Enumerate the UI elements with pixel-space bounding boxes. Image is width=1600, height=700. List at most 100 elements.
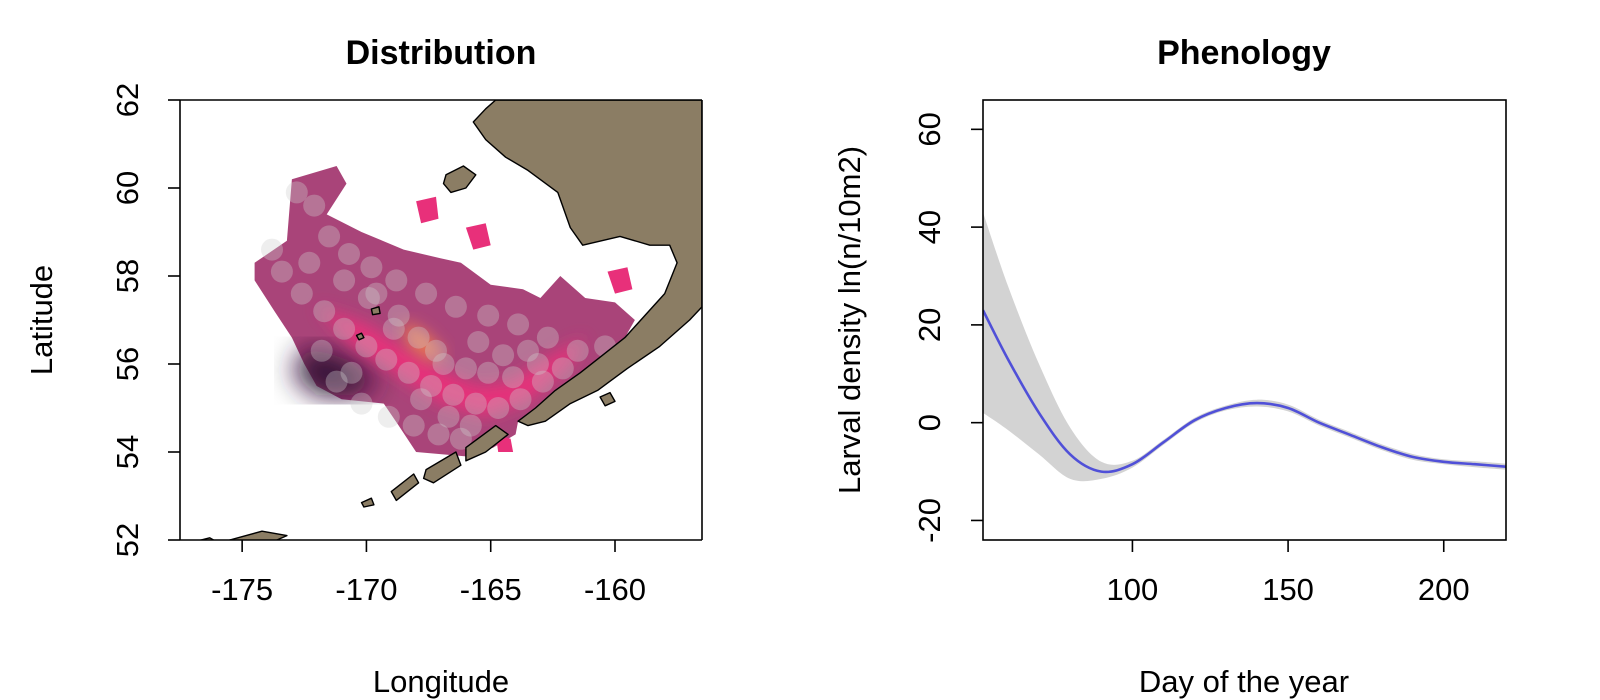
sample-point — [270, 260, 293, 283]
sample-point — [377, 405, 400, 428]
land-unimak-and-aleutians-east — [465, 424, 509, 462]
sample-point — [566, 339, 589, 362]
sample-point — [551, 357, 574, 380]
sample-point — [536, 326, 559, 349]
sample-point — [385, 269, 408, 292]
sample-point — [437, 405, 460, 428]
sample-point — [502, 366, 525, 389]
density-hotspot — [401, 320, 446, 362]
sample-point — [427, 423, 450, 446]
x-tick-label: 200 — [1418, 572, 1470, 607]
sample-point — [382, 317, 405, 340]
sample-point — [449, 427, 472, 450]
sample-point — [310, 339, 333, 362]
sample-point — [492, 344, 515, 367]
distribution-title: Distribution — [346, 34, 537, 72]
sample-point — [340, 361, 363, 384]
distribution-panel: Distribution -175 -170 -165 -160 52 54 56 58 60… — [24, 34, 703, 699]
sample-point — [454, 357, 477, 380]
x-tick-label: -175 — [211, 572, 273, 607]
land-unalaska-island — [422, 451, 462, 484]
sample-point — [459, 414, 482, 437]
y-tick-label: 40 — [912, 210, 947, 244]
y-tick-label: 56 — [110, 347, 145, 381]
sample-point — [432, 353, 455, 375]
sample-point — [477, 304, 500, 327]
y-tick-label: 0 — [912, 414, 947, 431]
sample-point — [338, 243, 360, 265]
sample-point — [397, 361, 420, 384]
sample-point — [318, 225, 341, 248]
sample-point — [303, 194, 326, 217]
land-central-aleutians — [229, 530, 288, 540]
phenology-title: Phenology — [1157, 34, 1331, 72]
y-tick-label: 60 — [912, 112, 947, 146]
sample-point — [365, 282, 388, 305]
sample-point — [526, 353, 549, 375]
sample-point — [420, 375, 443, 397]
sample-point — [407, 326, 430, 349]
sample-point — [325, 370, 348, 393]
sample-point — [507, 313, 530, 336]
sample-point — [261, 238, 283, 261]
y-tick-label: 58 — [110, 259, 145, 293]
sample-point — [425, 339, 447, 362]
sample-point — [467, 331, 490, 353]
x-tick-label: -160 — [584, 572, 646, 607]
phenology-x-axis-label: Day of the year — [1139, 664, 1349, 699]
density-patch-north — [416, 196, 439, 224]
density-patch-bristol — [607, 267, 633, 294]
sample-point — [333, 269, 356, 292]
x-tick-label: -165 — [460, 572, 522, 607]
sample-point — [402, 414, 425, 437]
sample-point — [442, 383, 465, 406]
x-tick-label: 100 — [1107, 572, 1159, 607]
sample-point — [477, 361, 500, 384]
density-low-patch — [291, 346, 382, 395]
sample-point — [350, 392, 373, 415]
distribution-y-axis-label: Latitude — [24, 265, 59, 375]
y-tick-label: 20 — [912, 308, 947, 342]
phenology-frame — [982, 99, 1507, 541]
sample-point — [464, 392, 487, 415]
y-tick-label: 60 — [110, 171, 145, 205]
sample-point — [410, 388, 433, 411]
land-nunivak-island — [442, 165, 477, 194]
sample-point — [444, 295, 467, 318]
x-tick-label: 150 — [1262, 572, 1314, 607]
sample-point — [360, 256, 383, 279]
sample-point — [531, 370, 554, 393]
sample-point — [298, 251, 321, 274]
sample-point — [487, 397, 510, 419]
sample-point — [387, 304, 410, 327]
land-pribilof-island — [370, 306, 381, 316]
land-islands-of-four-mountains — [360, 497, 375, 508]
density-patch-north-east — [465, 223, 491, 250]
sample-point — [509, 388, 532, 411]
phenology-y-axis-label: Larval density ln(n/10m2) — [832, 146, 867, 494]
land-alaska-mainland — [472, 100, 702, 427]
land-western-aleutians — [198, 537, 215, 540]
y-tick-label: -20 — [912, 498, 947, 543]
y-tick-label: 52 — [110, 523, 145, 557]
sample-point — [517, 339, 539, 362]
sample-point — [355, 335, 378, 358]
sample-point — [313, 300, 336, 323]
sample-point — [333, 317, 356, 340]
sample-point — [375, 348, 398, 371]
fitted-curve — [983, 309, 1506, 474]
sample-point — [290, 282, 313, 305]
sample-point — [415, 282, 438, 305]
y-tick-label: 54 — [110, 435, 145, 469]
land-umnak-island — [390, 473, 420, 502]
density-core — [316, 306, 586, 417]
distribution-x-axis-label: Longitude — [373, 664, 509, 699]
confidence-band — [983, 212, 1506, 482]
sample-point — [357, 287, 380, 309]
phenology-panel: Phenology 100 150 200 -20 0 20 40 60 Day of th… — [832, 34, 1507, 699]
sample-point — [285, 181, 308, 204]
land-shumagin-islands — [599, 391, 616, 407]
y-tick-label: 62 — [110, 83, 145, 117]
land-st-george-island — [355, 332, 365, 341]
